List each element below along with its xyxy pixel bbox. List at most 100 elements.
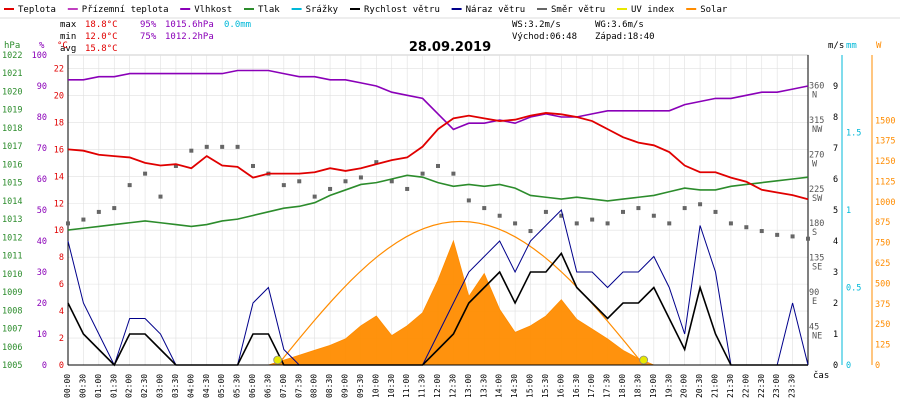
x-tick-15: 07:30 [294, 374, 303, 398]
dir-point-42 [713, 209, 718, 214]
legend-label-6: Náraz větru [466, 5, 526, 15]
dir-point-1 [81, 217, 86, 222]
dir-point-36 [621, 209, 625, 214]
dir-point-9 [204, 144, 209, 149]
legend-label-2: Vlhkost [194, 5, 232, 15]
wm2-tick-1000: 1000 [875, 198, 895, 208]
x-tick-11: 05:30 [233, 374, 242, 398]
x-tick-10: 05:00 [217, 374, 226, 398]
dir-point-24 [436, 163, 440, 168]
dir-point-10 [220, 144, 225, 149]
pct-tick-50: 50 [37, 206, 47, 216]
legend-bg [0, 0, 900, 18]
x-axis: 00:00 00:30 01:00 01:30 02:00 02:30 03:00 03:30… [63, 364, 808, 398]
series-layer [66, 69, 810, 367]
x-tick-0: 00:00 [63, 374, 72, 398]
stats-min-hum: 75% [140, 32, 157, 42]
sunrise-marker [273, 355, 283, 365]
dir-point-18 [343, 179, 348, 184]
x-tick-8: 04:00 [186, 374, 195, 398]
dir-point-4 [127, 183, 132, 188]
x-tick-41: 20:30 [695, 374, 704, 398]
degc-tick-14: 14 [54, 172, 64, 182]
ms-tick-2: 2 [833, 299, 838, 309]
dir-point-8 [189, 148, 194, 153]
stats-max-rain: 0.0mm [224, 20, 251, 30]
hpa-tick-1015: 1015 [2, 179, 22, 189]
x-tick-39: 19:30 [664, 374, 673, 398]
hpa-tick-1011: 1011 [2, 252, 22, 262]
x-tick-26: 13:00 [464, 374, 473, 398]
dir-tick-cardinal-5: W [812, 159, 818, 169]
x-tick-46: 23:00 [772, 374, 781, 398]
ms-tick-4: 4 [833, 237, 838, 247]
dir-point-38 [651, 213, 656, 218]
dir-point-30 [528, 229, 533, 234]
dir-point-16 [312, 194, 317, 199]
ms-tick-1: 1 [833, 330, 838, 340]
x-tick-45: 22:30 [757, 374, 766, 398]
hpa-tick-1005: 1005 [2, 361, 22, 371]
hpa-tick-1016: 1016 [2, 160, 22, 170]
hpa-tick-1014: 1014 [2, 197, 22, 207]
x-tick-47: 23:30 [788, 374, 797, 398]
x-tick-42: 21:00 [711, 374, 720, 398]
x-tick-7: 03:30 [171, 374, 180, 398]
degc-tick-10: 10 [54, 226, 64, 236]
wm2-tick-1125: 1125 [875, 177, 895, 187]
hpa-tick-1021: 1021 [2, 69, 22, 79]
axis-unit-mm: mm [846, 41, 857, 51]
x-tick-9: 04:30 [202, 374, 211, 398]
dir-point-34 [590, 217, 595, 222]
x-tick-21: 10:30 [387, 374, 396, 398]
dir-tick-deg-5: 270 [809, 150, 824, 160]
dir-tick-cardinal-7: N [812, 90, 817, 100]
x-tick-37: 18:30 [633, 374, 642, 398]
x-tick-35: 17:30 [603, 374, 612, 398]
pct-tick-70: 70 [37, 144, 47, 154]
x-tick-1: 00:30 [78, 374, 87, 398]
legend-label-7: Směr větru [551, 5, 605, 15]
dir-point-0 [66, 221, 70, 226]
x-tick-33: 16:30 [572, 374, 581, 398]
dir-point-14 [281, 183, 286, 188]
dir-tick-deg-3: 180 [809, 219, 824, 229]
x-tick-22: 11:00 [402, 374, 411, 398]
degc-tick-4: 4 [59, 307, 64, 317]
ms-tick-9: 9 [833, 82, 838, 92]
dir-point-40 [682, 206, 687, 211]
dir-tick-deg-4: 225 [809, 185, 824, 195]
x-tick-5: 02:30 [140, 374, 149, 398]
dir-point-47 [790, 234, 795, 239]
dir-point-6 [158, 194, 163, 199]
degc-tick-0: 0 [59, 361, 64, 371]
legend-label-4: Srážky [306, 5, 339, 15]
hpa-tick-1020: 1020 [2, 87, 22, 97]
dir-point-44 [744, 225, 749, 230]
stats-min-temp: 12.0°C [85, 32, 118, 42]
pct-tick-20: 20 [37, 299, 47, 309]
dir-point-48 [806, 236, 810, 241]
axis-unit-wm2: W [876, 41, 882, 51]
dir-point-5 [143, 171, 148, 176]
x-tick-18: 09:00 [341, 374, 350, 398]
wm2-tick-0: 0 [875, 361, 880, 371]
x-tick-23: 11:30 [418, 374, 427, 398]
x-tick-25: 12:30 [448, 374, 457, 398]
legend-label-1: Přízemní teplota [82, 5, 169, 15]
dir-point-2 [96, 209, 101, 214]
dir-point-20 [374, 160, 379, 165]
degc-tick-18: 18 [54, 118, 64, 128]
degc-tick-22: 22 [54, 64, 64, 74]
hpa-tick-1013: 1013 [2, 215, 22, 225]
pct-tick-40: 40 [37, 237, 47, 247]
wm2-tick-1375: 1375 [875, 137, 895, 147]
x-tick-24: 12:00 [433, 374, 442, 398]
x-tick-6: 03:00 [156, 374, 165, 398]
hpa-tick-1022: 1022 [2, 51, 22, 61]
x-tick-14: 07:00 [279, 374, 288, 398]
stats-sunset: Západ:18:40 [595, 32, 655, 42]
ms-tick-0: 0 [833, 361, 838, 371]
dir-point-19 [358, 175, 363, 180]
